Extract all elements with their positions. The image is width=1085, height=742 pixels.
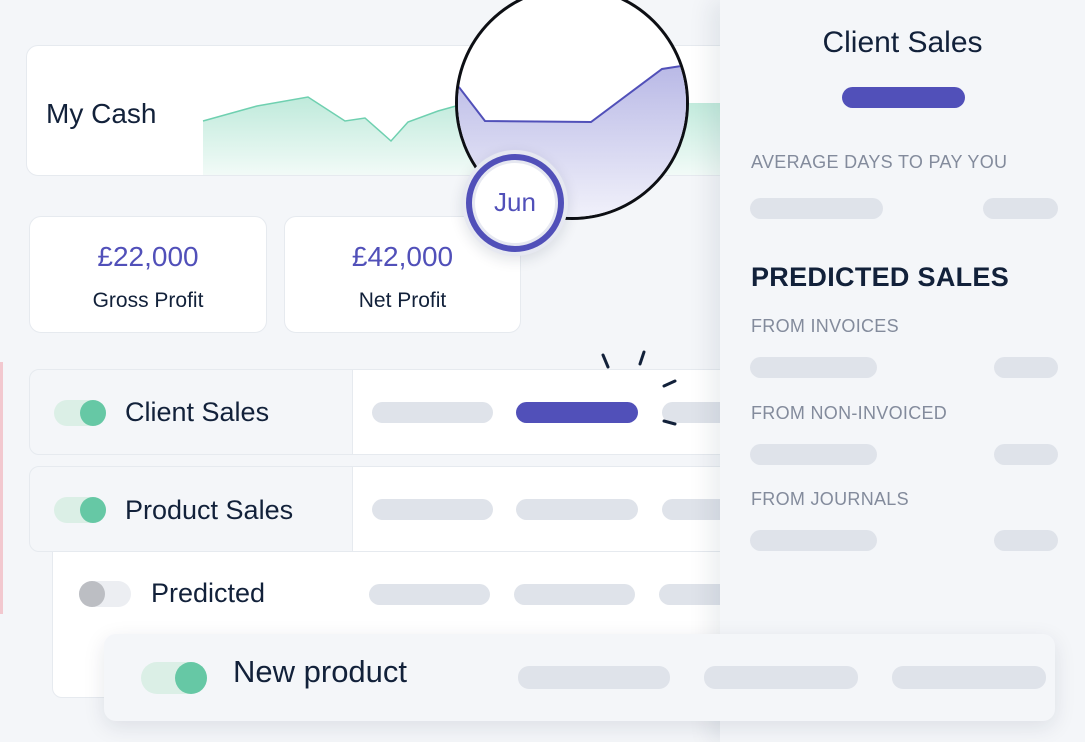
from-journals-metric <box>994 530 1058 551</box>
net-profit-value: £42,000 <box>351 241 454 272</box>
panel-title: Client Sales <box>822 26 983 59</box>
new-product-label: New product <box>233 654 408 689</box>
cash-sparkline-line <box>202 96 480 143</box>
product-sales-toggle[interactable] <box>54 497 106 523</box>
month-badge-ring <box>466 154 564 252</box>
panel-title-underline <box>842 87 965 108</box>
new-product-cell-3 <box>892 666 1046 689</box>
new-product-card[interactable]: New product <box>104 634 1055 721</box>
from-non-invoiced-value <box>750 444 877 465</box>
product-sales-label: Product Sales <box>125 495 294 525</box>
month-badge[interactable]: Jun <box>462 150 568 256</box>
client-sales-toggle[interactable] <box>54 400 106 426</box>
client-sales-toggle-knob <box>80 400 106 426</box>
client-sales-row[interactable]: Client Sales <box>29 369 769 455</box>
from-journals-value <box>750 530 877 551</box>
left-edge-accent <box>0 362 3 614</box>
net-profit-label: Net Profit <box>358 289 447 312</box>
predicted-toggle[interactable] <box>79 581 131 607</box>
client-sales-cell-1 <box>372 402 493 423</box>
product-sales-toggle-knob <box>80 497 106 523</box>
avg-days-label: AVERAGE DAYS TO PAY YOU <box>751 152 1008 172</box>
avg-days-value <box>750 198 883 219</box>
month-badge-label: Jun <box>494 187 536 217</box>
new-product-toggle-knob <box>175 662 207 694</box>
new-product-cell-1 <box>518 666 670 689</box>
gross-profit-card: £22,000 Gross Profit <box>29 216 267 333</box>
client-sales-cell-2-selected[interactable] <box>516 402 638 423</box>
product-sales-cell-1 <box>372 499 493 520</box>
client-sales-label: Client Sales <box>125 397 270 427</box>
new-product-toggle[interactable] <box>141 662 207 694</box>
predicted-label: Predicted <box>151 578 266 608</box>
predicted-cell-2 <box>514 584 635 605</box>
magnified-chart-line <box>458 64 686 124</box>
avg-days-metric <box>983 198 1058 219</box>
predicted-toggle-knob <box>79 581 105 607</box>
from-journals-label: FROM JOURNALS <box>751 489 909 509</box>
gross-profit-value: £22,000 <box>97 241 199 272</box>
gross-profit-label: Gross Profit <box>92 289 204 312</box>
from-invoices-metric <box>994 357 1058 378</box>
my-cash-title: My Cash <box>46 98 157 129</box>
predicted-sales-heading: PREDICTED SALES <box>751 262 1010 292</box>
product-sales-row[interactable]: Product Sales <box>29 466 769 552</box>
click-spark-icon <box>601 350 677 426</box>
new-product-cell-2 <box>704 666 858 689</box>
predicted-cell-1 <box>369 584 490 605</box>
from-non-invoiced-metric <box>994 444 1058 465</box>
from-invoices-value <box>750 357 877 378</box>
from-non-invoiced-label: FROM NON-INVOICED <box>751 403 948 423</box>
from-invoices-label: FROM INVOICES <box>751 316 899 336</box>
product-sales-cell-2 <box>516 499 638 520</box>
client-sales-panel: Client Sales AVERAGE DAYS TO PAY YOU PRE… <box>720 0 1085 742</box>
